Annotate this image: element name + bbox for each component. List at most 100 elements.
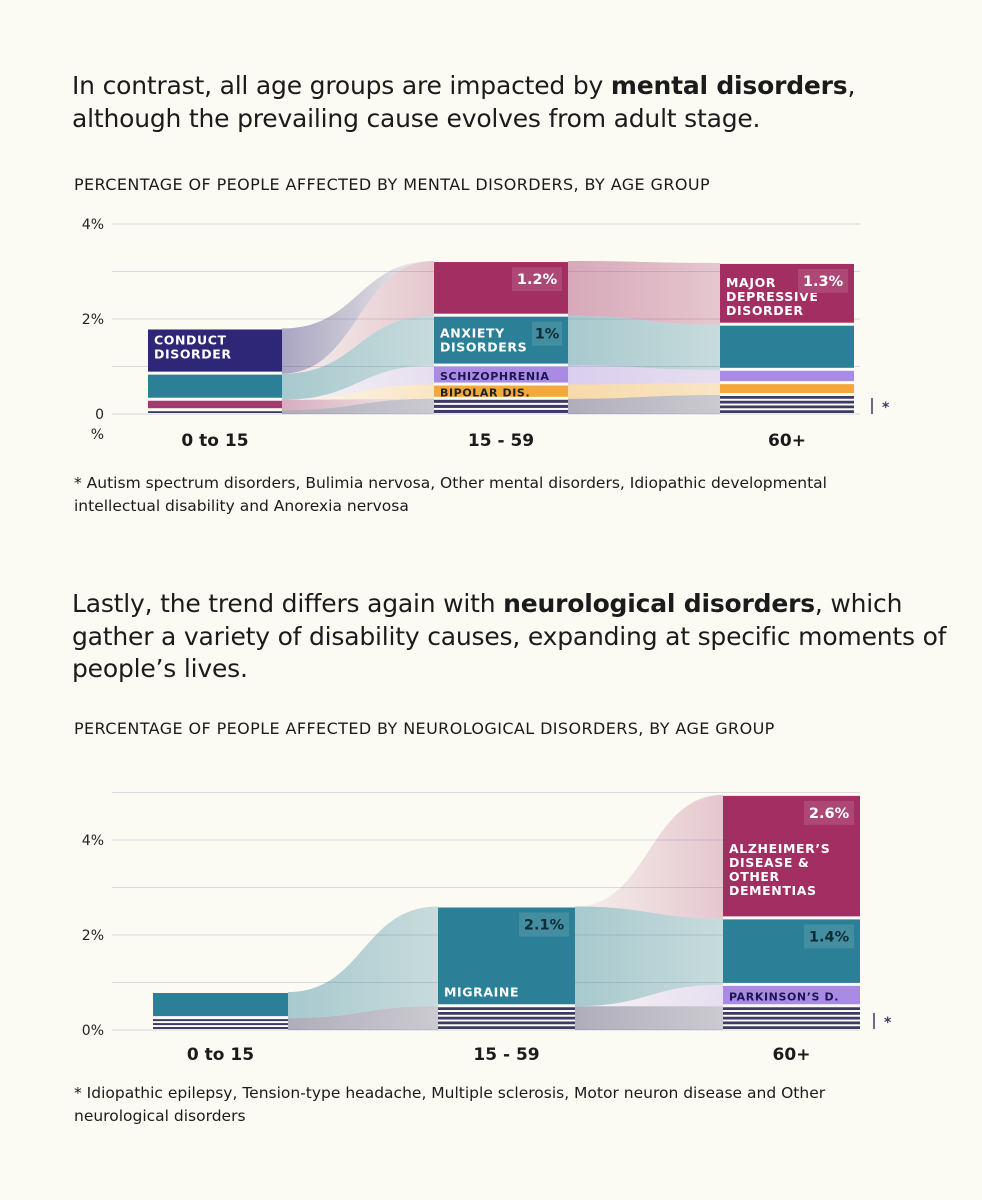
bar-others (438, 1016, 575, 1020)
headline-text: , which gather a variety of disability c… (72, 589, 947, 683)
neurological-disorders-chart: 4% 2% 0% PARKINSON’S D. MIGRAINE ALZHEIMER’S D… (82, 792, 892, 1065)
category-label-0-to-15: 0 to 15 (181, 431, 248, 451)
value-label-bg (532, 321, 562, 346)
value-label-box (519, 912, 569, 937)
flow-anxiety-disorders (282, 315, 434, 400)
category-label-60: 60+ (768, 431, 806, 451)
value-label-bg (798, 268, 848, 293)
y-tick-label: 0 (95, 407, 104, 423)
bar-anxiety-disorders (148, 374, 282, 398)
value-label-major-depressive-disorder: 1.2% (517, 272, 558, 288)
mental-disorders-chart: 4% 2% 0% BIPOLAR DIS. SCHIZOPHRENIA ANXIETY DI… (82, 217, 890, 451)
headline-neuro: Lastly, the trend differs again with neu… (72, 588, 952, 686)
flow-conduct-disorder-label (282, 261, 434, 374)
flow-others (575, 1006, 723, 1030)
flow-bipolar-dis (282, 384, 434, 400)
headline-text: Lastly, the trend differs again with (72, 589, 504, 618)
value-label-bg (804, 924, 854, 949)
flow-conduct-disorder (282, 398, 434, 411)
flow-schizophrenia (282, 365, 434, 400)
category-label-60: 60+ (773, 1045, 811, 1065)
y-tick-label: 4% (82, 217, 104, 233)
value-label-alzheimer-s-disease-other-dementias: 2.6% (809, 806, 850, 822)
label-anxiety-disorders: ANXIETY DISORDERS (440, 326, 527, 355)
value-label-migraine: 1.4% (809, 929, 850, 945)
label-major-depressive-disorder: MAJOR DEPRESSIVE DISORDER (726, 275, 819, 318)
bar-conduct-disorder-label (148, 329, 282, 372)
flow-alzheimer-s-disease-other-dementias (575, 794, 723, 919)
headline-emphasis: mental disorders (610, 71, 848, 100)
flow-major-depressive-disorder (282, 261, 434, 374)
flow-others (568, 395, 720, 414)
category-label-15-59: 15 - 59 (473, 1045, 539, 1065)
value-label-box (804, 800, 854, 825)
flow-others (288, 1006, 438, 1030)
bar-parkinson-s-d (723, 985, 860, 1005)
value-label-bg (804, 800, 854, 825)
headline-mental: In contrast, all age groups are impacted… (72, 70, 952, 135)
bar-others (434, 399, 568, 403)
flow-schizophrenia (568, 365, 720, 385)
flow-major-depressive-disorder (568, 261, 720, 325)
bar-others (723, 1012, 860, 1015)
others-marker: * (882, 400, 890, 416)
bar-others (153, 1019, 288, 1022)
y-tick-label: 2% (82, 312, 104, 328)
value-label-box (798, 268, 848, 293)
bar-bipolar-dis (434, 385, 568, 397)
bar-others (438, 1021, 575, 1025)
bar-others (148, 411, 282, 413)
bar-migraine (153, 993, 288, 1017)
chart-title-mental: PERCENTAGE OF PEOPLE AFFECTED BY MENTAL … (74, 175, 711, 194)
bar-anxiety-disorders (720, 325, 854, 368)
bar-others (153, 1027, 288, 1029)
value-label-migraine: 2.1% (524, 918, 565, 934)
label-alzheimer-s-disease-other-dementias: ALZHEIMER’S DISEASE & OTHER DEMENTIAS (729, 841, 830, 898)
y-unit-label: % (91, 427, 104, 443)
bar-schizophrenia (434, 366, 568, 383)
label-bipolar-dis: BIPOLAR DIS. (440, 387, 530, 400)
value-label-box (532, 321, 562, 346)
category-label-0-to-15: 0 to 15 (187, 1045, 254, 1065)
bar-others (438, 1026, 575, 1029)
label-schizophrenia: SCHIZOPHRENIA (440, 370, 550, 383)
value-label-bg (519, 912, 569, 937)
y-tick-label: 2% (82, 928, 104, 944)
bar-others (153, 1023, 288, 1026)
bar-others (438, 1007, 575, 1010)
bar-others (720, 396, 854, 399)
label-conduct-disorder-label: CONDUCT DISORDER (154, 333, 232, 362)
flow-bipolar-dis (568, 383, 720, 399)
bar-others (720, 400, 854, 404)
bar-others (434, 409, 568, 413)
bar-others (438, 1012, 575, 1015)
flow-others (282, 398, 434, 414)
flow-anxiety-disorders (568, 315, 720, 370)
bar-others (434, 404, 568, 408)
chart-title-neuro: PERCENTAGE OF PEOPLE AFFECTED BY NEUROLO… (74, 719, 775, 738)
bar-others (723, 1007, 860, 1010)
label-migraine: MIGRAINE (444, 984, 519, 999)
y-tick-label: 0% (82, 1023, 104, 1039)
bar-others (720, 410, 854, 413)
bar-schizophrenia (720, 370, 854, 382)
flow-migraine (575, 906, 723, 1007)
bar-conduct-disorder (148, 400, 282, 409)
headline-emphasis: neurological disorders (503, 589, 815, 618)
footnote-mental: * Autism spectrum disorders, Bulimia ner… (74, 474, 827, 516)
bar-others (720, 405, 854, 409)
bar-bipolar-dis (720, 384, 854, 393)
bar-others (723, 1016, 860, 1020)
headline-text: , although the prevailing cause evolves … (72, 71, 856, 133)
value-label-anxiety-disorders: 1% (535, 327, 560, 343)
category-label-15-59: 15 - 59 (468, 431, 534, 451)
bar-others (723, 1021, 860, 1025)
others-marker: * (884, 1015, 892, 1031)
footnote-neuro: * Idiopathic epilepsy, Tension-type head… (74, 1084, 826, 1126)
headline-text: In contrast, all age groups are impacted… (72, 71, 611, 100)
value-label-box (804, 924, 854, 949)
value-label-bg (512, 267, 562, 292)
flow-migraine (288, 906, 438, 1019)
value-label-box (512, 267, 562, 292)
label-parkinson-s-d: PARKINSON’S D. (729, 991, 839, 1004)
